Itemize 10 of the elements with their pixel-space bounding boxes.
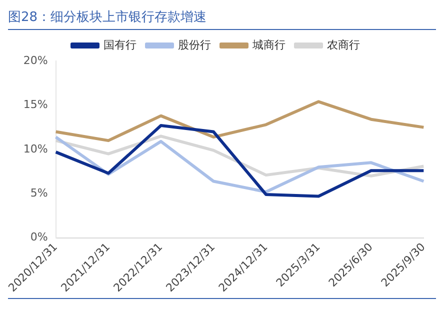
y-tick-label: 0% (30, 230, 48, 244)
y-tick-label: 5% (30, 186, 48, 200)
legend-label: 股份行 (178, 38, 211, 52)
legend-label: 国有行 (104, 38, 136, 52)
y-tick-label: 10% (23, 142, 48, 156)
legend-label: 城商行 (252, 38, 286, 52)
chart-title: 图28：细分板块上市银行存款增速 (8, 8, 436, 30)
y-tick-label: 15% (23, 98, 48, 112)
y-tick-label: 20% (23, 54, 48, 67)
legend-label: 农商行 (327, 38, 360, 52)
